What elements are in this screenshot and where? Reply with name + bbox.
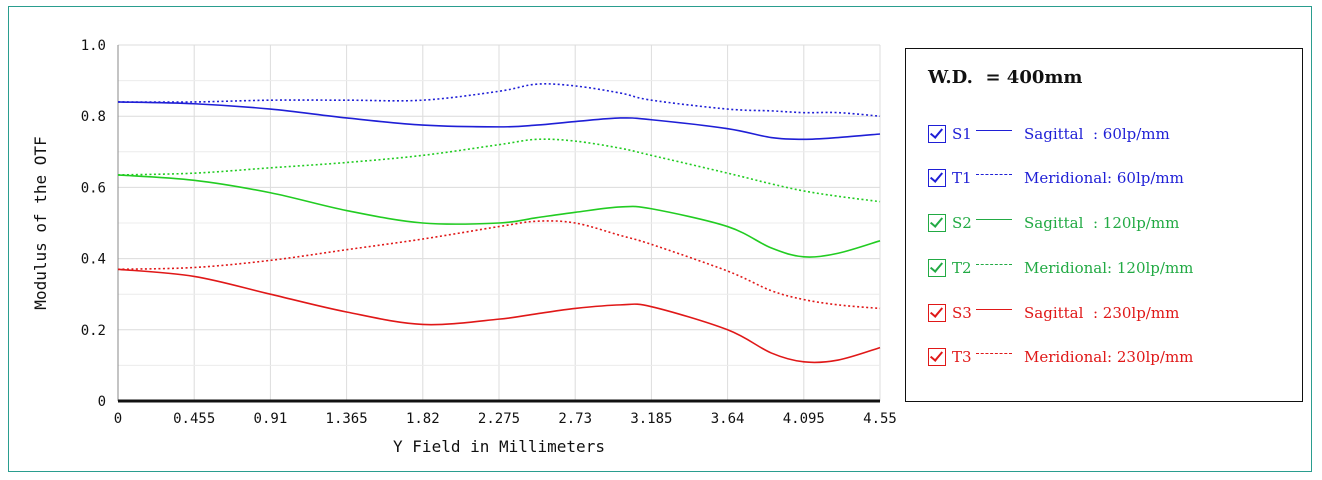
legend-label: Sagittal : 60lp/mm	[1024, 125, 1170, 143]
legend-code: S3	[952, 304, 972, 322]
dashed-line-icon	[976, 173, 1012, 175]
x-tick-label: 0	[114, 411, 122, 427]
series-line-t1	[117, 83, 881, 117]
legend-item-t2[interactable]: T2 Meridional: 120lp/mm	[928, 256, 1193, 280]
legend-item-s3[interactable]: S3 Sagittal : 230lp/mm	[928, 301, 1179, 325]
x-tick-label: 1.365	[326, 411, 368, 427]
legend-code: S1	[952, 125, 972, 143]
legend-code: T3	[952, 348, 972, 366]
series-line-s1	[117, 101, 881, 141]
x-tick-label: 3.64	[711, 411, 745, 427]
legend-item-t3[interactable]: T3 Meridional: 230lp/mm	[928, 345, 1193, 369]
legend-label: Meridional: 120lp/mm	[1024, 259, 1194, 277]
checkbox-checked-icon[interactable]	[928, 169, 946, 187]
y-tick-label: 1.0	[81, 38, 106, 54]
legend-code: S2	[952, 214, 972, 232]
checkbox-checked-icon[interactable]	[928, 304, 946, 322]
legend-item-s2[interactable]: S2 Sagittal : 120lp/mm	[928, 211, 1179, 235]
solid-line-icon	[976, 129, 1012, 131]
chart-axes	[117, 45, 880, 403]
legend-title: W.D. = 400mm	[928, 67, 1083, 88]
solid-line-icon	[976, 308, 1012, 310]
x-tick-label: 2.73	[558, 411, 592, 427]
x-tick-label: 2.275	[478, 411, 520, 427]
x-axis-label: Y Field in Millimeters	[393, 437, 605, 456]
series-line-t3	[117, 220, 881, 310]
legend-label: Meridional: 230lp/mm	[1024, 348, 1194, 366]
y-tick-label: 0	[98, 394, 106, 410]
y-tick-label: 0.4	[81, 252, 106, 268]
x-tick-label: 4.55	[863, 411, 897, 427]
x-tick-label: 3.185	[630, 411, 672, 427]
checkbox-checked-icon[interactable]	[928, 125, 946, 143]
solid-line-icon	[976, 218, 1012, 220]
series-line-s3	[117, 268, 881, 364]
legend-item-t1[interactable]: T1 Meridional: 60lp/mm	[928, 166, 1184, 190]
legend-label: Meridional: 60lp/mm	[1024, 169, 1184, 187]
legend-label: Sagittal : 120lp/mm	[1024, 214, 1180, 232]
dashed-line-icon	[976, 263, 1012, 265]
legend-code: T1	[952, 169, 972, 187]
legend-label: Sagittal : 230lp/mm	[1024, 304, 1180, 322]
y-tick-label: 0.8	[81, 109, 106, 125]
x-tick-label: 4.095	[783, 411, 825, 427]
checkbox-checked-icon[interactable]	[928, 214, 946, 232]
y-tick-label: 0.2	[81, 323, 106, 339]
chart-series	[117, 83, 881, 364]
y-tick-label: 0.6	[81, 180, 106, 196]
checkbox-checked-icon[interactable]	[928, 348, 946, 366]
x-tick-label: 0.91	[254, 411, 288, 427]
series-line-s2	[117, 174, 881, 258]
series-line-t2	[117, 138, 881, 203]
x-tick-label: 1.82	[406, 411, 440, 427]
dashed-line-icon	[976, 352, 1012, 354]
y-axis-label: Modulus of the OTF	[31, 136, 50, 309]
chart-legend: W.D. = 400mm S1 Sagittal : 60lp/mm T1 Me…	[905, 48, 1303, 402]
legend-item-s1[interactable]: S1 Sagittal : 60lp/mm	[928, 122, 1170, 146]
checkbox-checked-icon[interactable]	[928, 259, 946, 277]
legend-code: T2	[952, 259, 972, 277]
chart-ticks: 0 0.455 0.91 1.365 1.82 2.275 2.73 3.185 3.64 4.0…	[81, 38, 897, 427]
x-tick-label: 0.455	[173, 411, 215, 427]
